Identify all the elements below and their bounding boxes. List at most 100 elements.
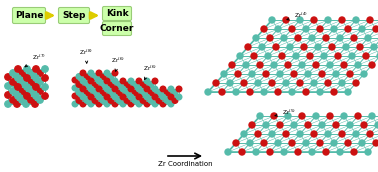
Circle shape [271, 113, 277, 119]
Circle shape [251, 53, 257, 59]
Circle shape [371, 44, 377, 50]
Circle shape [347, 122, 353, 128]
Circle shape [247, 140, 253, 146]
Circle shape [33, 75, 39, 81]
Circle shape [120, 78, 126, 84]
Circle shape [319, 71, 325, 77]
Circle shape [369, 62, 375, 68]
Text: Kink: Kink [106, 9, 128, 18]
Circle shape [327, 62, 333, 68]
Circle shape [289, 89, 295, 95]
Circle shape [329, 44, 335, 50]
Circle shape [92, 98, 98, 103]
Circle shape [92, 82, 98, 87]
Circle shape [325, 80, 331, 86]
Circle shape [37, 97, 43, 103]
Circle shape [104, 70, 110, 76]
Circle shape [28, 79, 34, 85]
Circle shape [291, 71, 297, 77]
Circle shape [152, 93, 158, 99]
Circle shape [128, 78, 134, 84]
Circle shape [136, 101, 142, 107]
Circle shape [353, 131, 359, 137]
Circle shape [88, 86, 94, 92]
Circle shape [355, 113, 361, 119]
Circle shape [96, 78, 102, 84]
Circle shape [365, 35, 371, 41]
FancyBboxPatch shape [59, 8, 90, 24]
Circle shape [205, 89, 211, 95]
Circle shape [128, 101, 134, 107]
Circle shape [76, 90, 82, 95]
Circle shape [369, 113, 375, 119]
Circle shape [15, 66, 21, 72]
Circle shape [303, 89, 309, 95]
Circle shape [257, 113, 263, 119]
Circle shape [104, 78, 110, 84]
Circle shape [375, 122, 378, 128]
Circle shape [136, 93, 142, 99]
Circle shape [221, 71, 227, 77]
Circle shape [10, 97, 16, 103]
Circle shape [261, 89, 267, 95]
Circle shape [321, 53, 327, 59]
Circle shape [323, 35, 329, 41]
Circle shape [23, 83, 29, 89]
Circle shape [37, 79, 43, 85]
Circle shape [144, 93, 150, 99]
Circle shape [299, 62, 305, 68]
Circle shape [84, 74, 90, 79]
Text: Zr$^{(8)}$: Zr$^{(8)}$ [79, 47, 93, 63]
Circle shape [33, 84, 39, 90]
Circle shape [144, 86, 150, 92]
Circle shape [160, 86, 166, 92]
Circle shape [15, 93, 21, 99]
Circle shape [355, 62, 361, 68]
Circle shape [253, 35, 259, 41]
Circle shape [311, 131, 317, 137]
Circle shape [299, 113, 305, 119]
Circle shape [72, 77, 78, 83]
Circle shape [152, 78, 158, 84]
Circle shape [32, 83, 38, 89]
Circle shape [108, 74, 114, 79]
Circle shape [84, 90, 90, 95]
Circle shape [19, 97, 25, 103]
Circle shape [148, 82, 154, 87]
Circle shape [213, 80, 219, 86]
Circle shape [325, 131, 331, 137]
Circle shape [335, 53, 341, 59]
Circle shape [32, 92, 38, 98]
Circle shape [148, 90, 154, 95]
Circle shape [76, 82, 82, 87]
Circle shape [339, 80, 345, 86]
Circle shape [325, 17, 331, 23]
Circle shape [136, 85, 142, 91]
Circle shape [283, 17, 289, 23]
Circle shape [361, 122, 367, 128]
Circle shape [279, 53, 285, 59]
Circle shape [233, 89, 239, 95]
Circle shape [349, 53, 355, 59]
Circle shape [84, 82, 90, 87]
Circle shape [136, 94, 142, 100]
Circle shape [120, 93, 126, 99]
Circle shape [281, 149, 287, 155]
Circle shape [128, 85, 134, 91]
FancyBboxPatch shape [102, 7, 132, 20]
Circle shape [96, 94, 102, 100]
Circle shape [241, 131, 247, 137]
Circle shape [229, 62, 235, 68]
Text: Zr$^{(7)}$: Zr$^{(7)}$ [25, 52, 46, 67]
Circle shape [72, 93, 78, 99]
Circle shape [23, 101, 29, 107]
Circle shape [295, 149, 301, 155]
Circle shape [108, 82, 114, 87]
Circle shape [269, 80, 275, 86]
Circle shape [5, 92, 11, 98]
Circle shape [88, 85, 94, 91]
Circle shape [311, 80, 317, 86]
Circle shape [176, 86, 182, 92]
Circle shape [261, 26, 267, 32]
Circle shape [323, 149, 329, 155]
